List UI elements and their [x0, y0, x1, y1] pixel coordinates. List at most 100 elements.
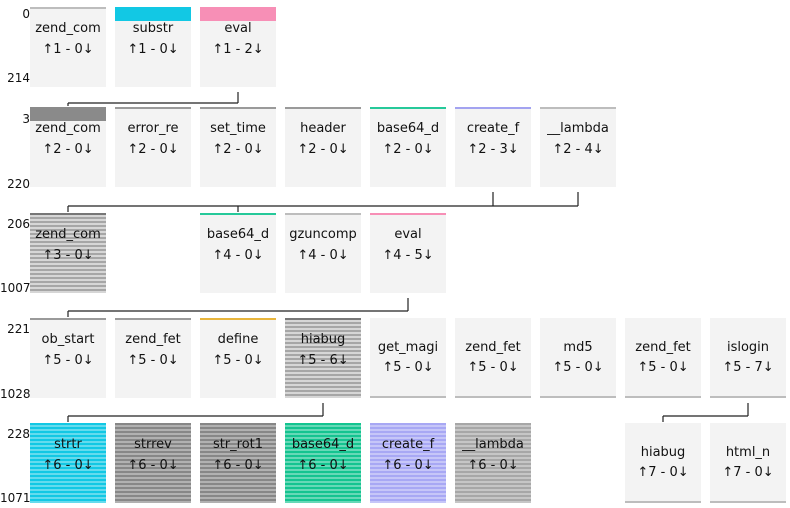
function-name: __lambda	[462, 437, 524, 452]
function-node[interactable]: md5 ↑5 - 0↓	[540, 318, 616, 398]
call-count: ↑5 - 0↓	[212, 353, 264, 368]
function-node[interactable]: set_time ↑2 - 0↓	[200, 107, 276, 187]
call-count: ↑6 - 0↓	[212, 458, 264, 473]
node-color-bar	[115, 107, 191, 109]
function-node[interactable]: error_re ↑2 - 0↓	[115, 107, 191, 187]
call-count: ↑7 - 0↓	[722, 465, 774, 480]
function-node[interactable]: html_n ↑7 - 0↓	[710, 423, 786, 503]
call-count: ↑6 - 0↓	[467, 458, 519, 473]
row-end-label: 220	[7, 177, 30, 191]
function-node[interactable]: zend_com ↑2 - 0↓	[30, 107, 106, 187]
function-name: create_f	[381, 437, 435, 452]
function-node[interactable]: gzuncomp ↑4 - 0↓	[285, 213, 361, 293]
function-node[interactable]: zend_fet ↑5 - 0↓	[455, 318, 531, 398]
node-color-bar	[200, 107, 276, 109]
node-bottom-bar	[710, 396, 786, 398]
function-node[interactable]: ob_start ↑5 - 0↓	[30, 318, 106, 398]
function-name: eval	[224, 21, 252, 36]
function-node[interactable]: zend_fet ↑5 - 0↓	[115, 318, 191, 398]
function-node[interactable]: base64_d ↑6 - 0↓	[285, 423, 361, 503]
row-end-label: 1007	[0, 281, 31, 295]
node-color-bar	[285, 107, 361, 109]
node-color-bar	[200, 7, 276, 21]
function-node[interactable]: get_magi ↑5 - 0↓	[370, 318, 446, 398]
function-name: zend_fet	[125, 332, 181, 347]
call-count: ↑4 - 0↓	[297, 248, 349, 263]
function-node[interactable]: hiabug ↑7 - 0↓	[625, 423, 701, 503]
node-bottom-bar	[540, 396, 616, 398]
function-node[interactable]: eval ↑1 - 2↓	[200, 7, 276, 87]
function-name: md5	[563, 340, 593, 355]
function-node[interactable]: zend_com ↑3 - 0↓	[30, 213, 106, 293]
function-name: strtr	[54, 437, 82, 452]
call-count: ↑1 - 0↓	[127, 42, 179, 57]
function-name: __lambda	[547, 121, 609, 136]
call-count: ↑6 - 0↓	[382, 458, 434, 473]
call-count: ↑2 - 4↓	[552, 142, 604, 157]
function-node[interactable]: substr ↑1 - 0↓	[115, 7, 191, 87]
node-color-bar	[370, 213, 446, 215]
function-node[interactable]: str_rot1 ↑6 - 0↓	[200, 423, 276, 503]
row-end-label: 1071	[0, 491, 31, 505]
function-node[interactable]: base64_d ↑2 - 0↓	[370, 107, 446, 187]
row-start-label: 206	[7, 217, 30, 231]
call-count: ↑5 - 7↓	[722, 360, 774, 375]
row-start-label: 221	[7, 322, 30, 336]
function-name: hiabug	[640, 445, 686, 460]
function-node[interactable]: base64_d ↑4 - 0↓	[200, 213, 276, 293]
function-node[interactable]: __lambda ↑2 - 4↓	[540, 107, 616, 187]
function-node[interactable]: hiabug ↑5 - 6↓	[285, 318, 361, 398]
call-count: ↑6 - 0↓	[127, 458, 179, 473]
call-count: ↑2 - 3↓	[467, 142, 519, 157]
function-node[interactable]: strrev ↑6 - 0↓	[115, 423, 191, 503]
function-name: strrev	[134, 437, 172, 452]
function-node[interactable]: create_f ↑6 - 0↓	[370, 423, 446, 503]
call-count: ↑2 - 0↓	[127, 142, 179, 157]
call-count: ↑2 - 0↓	[382, 142, 434, 157]
node-color-bar	[30, 318, 106, 320]
row-end-label: 214	[7, 71, 30, 85]
node-color-bar	[30, 7, 106, 9]
function-name: hiabug	[300, 332, 346, 347]
function-name: zend_fet	[465, 340, 521, 355]
function-name: substr	[132, 21, 174, 36]
function-name: base64_d	[206, 227, 270, 242]
node-color-bar	[285, 213, 361, 215]
call-count: ↑2 - 0↓	[297, 142, 349, 157]
function-node[interactable]: eval ↑4 - 5↓	[370, 213, 446, 293]
call-count: ↑4 - 0↓	[212, 248, 264, 263]
node-color-bar	[30, 107, 106, 121]
function-node[interactable]: header ↑2 - 0↓	[285, 107, 361, 187]
call-count: ↑6 - 0↓	[42, 458, 94, 473]
function-node[interactable]: islogin ↑5 - 7↓	[710, 318, 786, 398]
row-end-label: 1028	[0, 387, 31, 401]
call-count: ↑3 - 0↓	[42, 248, 94, 263]
function-node[interactable]: define ↑5 - 0↓	[200, 318, 276, 398]
row-start-label: 3	[22, 112, 30, 126]
call-count: ↑5 - 0↓	[382, 360, 434, 375]
function-node[interactable]: zend_com ↑1 - 0↓	[30, 7, 106, 87]
row-start-label: 228	[7, 427, 30, 441]
call-count: ↑4 - 5↓	[382, 248, 434, 263]
call-count: ↑5 - 0↓	[552, 360, 604, 375]
function-name: ob_start	[41, 332, 95, 347]
function-name: str_rot1	[212, 437, 264, 452]
node-color-bar	[370, 107, 446, 109]
call-count: ↑1 - 2↓	[212, 42, 264, 57]
function-node[interactable]: zend_fet ↑5 - 0↓	[625, 318, 701, 398]
function-node[interactable]: __lambda ↑6 - 0↓	[455, 423, 531, 503]
function-name: islogin	[726, 340, 770, 355]
function-name: base64_d	[291, 437, 355, 452]
function-node[interactable]: strtr ↑6 - 0↓	[30, 423, 106, 503]
node-color-bar	[455, 107, 531, 109]
node-bottom-bar	[625, 396, 701, 398]
node-bottom-bar	[625, 501, 701, 503]
call-count: ↑5 - 6↓	[297, 353, 349, 368]
function-name: zend_fet	[635, 340, 691, 355]
node-color-bar	[200, 213, 276, 215]
function-node[interactable]: create_f ↑2 - 3↓	[455, 107, 531, 187]
node-bottom-bar	[370, 396, 446, 398]
node-color-bar	[115, 318, 191, 320]
